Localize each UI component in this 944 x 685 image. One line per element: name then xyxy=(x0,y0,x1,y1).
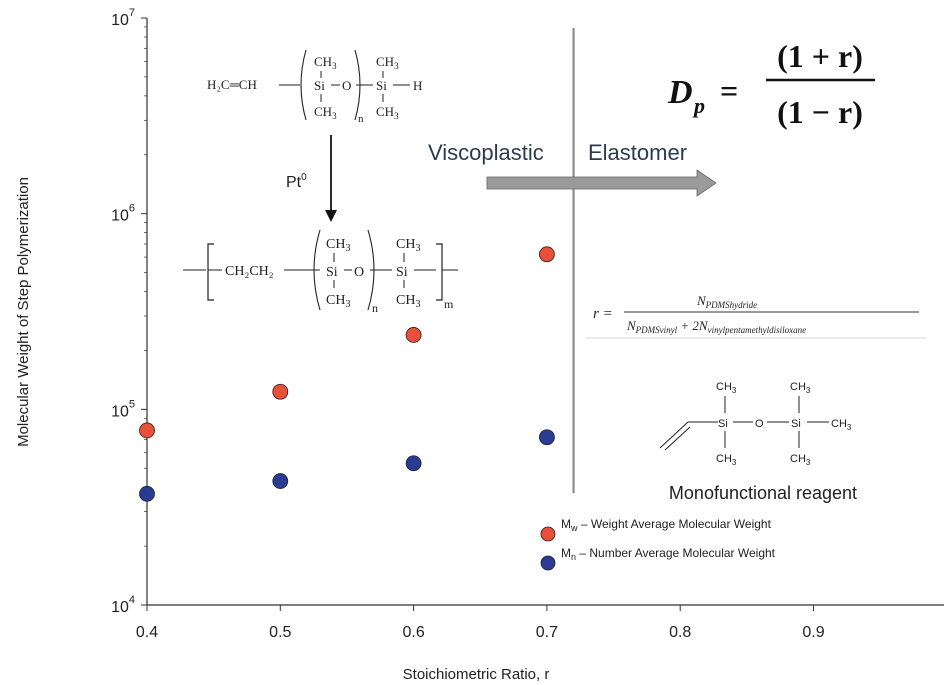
r-equation: r = NPDMShydride NPDMSvinyl + 2Nvinylpen… xyxy=(586,293,926,339)
legend-label: Mw – Weight Average Molecular Weight xyxy=(561,517,772,533)
ch3-label: CH3 xyxy=(716,453,737,467)
r-denominator: NPDMSvinyl + 2Nvinylpentamethyldisiloxan… xyxy=(626,318,806,335)
bracket-left xyxy=(207,243,214,301)
ch3-label: CH3 xyxy=(396,237,420,254)
vinyl-double-bond xyxy=(664,426,691,451)
vinyl-group-label: H₂C═CH xyxy=(207,77,257,92)
reagent-caption: Monofunctional reagent xyxy=(669,483,857,503)
bracket-right xyxy=(436,243,443,301)
legend: Mw – Weight Average Molecular Weight Mn –… xyxy=(540,517,776,571)
x-tick-label: 0.4 xyxy=(136,624,158,641)
repeat-n-label: n xyxy=(372,301,378,315)
r-den-plus: + 2N xyxy=(677,318,709,333)
ch3-label: CH3 xyxy=(326,293,350,310)
o-label: O xyxy=(354,265,364,280)
x-tick-label: 0.7 xyxy=(536,624,558,641)
x-tick-group: 0.4 0.5 0.6 0.7 0.8 0.9 xyxy=(136,605,825,641)
dp-equals: = xyxy=(720,73,738,109)
si-label: Si xyxy=(396,265,408,280)
y-tick-label: 107 xyxy=(111,7,135,29)
data-point-mn xyxy=(272,473,289,489)
data-point-mw xyxy=(539,246,555,263)
data-point-mw xyxy=(405,327,422,343)
ch3-label: CH3 xyxy=(790,381,811,395)
r-den-n1: N xyxy=(626,318,637,333)
reaction-arrow xyxy=(325,135,337,222)
y-tick-label: 106 xyxy=(111,203,135,225)
si-label: Si xyxy=(718,418,728,430)
ch3-label: CH3 xyxy=(790,453,811,467)
dp-subscript: p xyxy=(692,93,705,118)
region-label-viscoplastic: Viscoplastic xyxy=(428,140,544,165)
r-den-sub1: PDMSvinyl xyxy=(635,325,678,335)
ch3-label: CH3 xyxy=(716,381,737,395)
reaction-arrow-head xyxy=(325,210,337,222)
o-label: O xyxy=(755,418,764,430)
x-tick-label: 0.8 xyxy=(669,624,691,641)
si-label: Si xyxy=(314,78,325,93)
monofunctional-reagent-structure: Si O Si CH3 CH3 CH3 CH3 CH3 xyxy=(659,381,852,467)
r-numerator: NPDMShydride xyxy=(696,293,757,310)
vinyl-bond xyxy=(659,421,689,449)
data-point-mn xyxy=(539,429,555,446)
ch3-label: CH3 xyxy=(396,293,420,310)
y-tick-label: 105 xyxy=(111,398,135,420)
dp-denominator: (1 − r) xyxy=(777,94,863,130)
bracket-left xyxy=(300,49,307,121)
r-lhs: r = xyxy=(593,306,613,322)
y-tick-group: 104 105 106 107 xyxy=(111,7,147,616)
arrow-shape xyxy=(486,169,717,197)
o-label: O xyxy=(342,78,351,93)
x-tick-label: 0.9 xyxy=(802,624,824,641)
y-tick-label: 104 xyxy=(111,594,135,616)
catalyst-label: Pt0 xyxy=(286,172,307,191)
ch3-label: CH3 xyxy=(314,104,337,121)
x-tick-label: 0.6 xyxy=(402,624,424,641)
dp-numerator: (1 + r) xyxy=(777,38,863,74)
x-axis-title: Stoichiometric Ratio, r xyxy=(403,666,550,683)
si-label: Si xyxy=(326,265,338,280)
r-num-sub: PDMShydride xyxy=(705,300,758,310)
ch3-label: CH3 xyxy=(314,54,337,71)
y-axis-title: Molecular Weight of Step Polymerization xyxy=(15,177,32,447)
legend-label: Mn – Number Average Molecular Weight xyxy=(561,546,776,562)
pdms-monomer-structure: H₂C═CH CH3 Si O CH3 n CH3 Si H CH3 xyxy=(207,49,422,125)
data-points xyxy=(139,246,555,502)
si-label: Si xyxy=(376,78,387,93)
polymer-structure: CH₂CH₂ CH3 Si O CH3 n CH3 Si CH3 m xyxy=(183,229,458,315)
r-num-n: N xyxy=(696,293,707,308)
legend-marker xyxy=(540,526,556,542)
r-den-sub2: vinylpentamethyldisiloxane xyxy=(708,325,806,335)
data-point-mw xyxy=(272,383,289,400)
dp-lhs: D xyxy=(667,74,693,111)
repeat-n-label: n xyxy=(358,113,364,125)
h-label: H xyxy=(413,78,422,93)
legend-marker xyxy=(540,555,556,571)
transition-arrow xyxy=(486,169,717,197)
ch3-label: CH3 xyxy=(376,54,399,71)
x-tick-label: 0.5 xyxy=(269,624,291,641)
data-point-mn xyxy=(139,485,155,502)
paren-left xyxy=(313,229,321,311)
si-label: Si xyxy=(791,418,801,430)
ch3-label: CH3 xyxy=(376,104,399,121)
data-point-mw xyxy=(139,422,155,439)
repeat-m-label: m xyxy=(444,297,454,311)
ch3-label: CH3 xyxy=(326,237,350,254)
region-label-elastomer: Elastomer xyxy=(588,140,687,165)
data-point-mn xyxy=(405,455,422,472)
dp-equation: D p = (1 + r) (1 − r) xyxy=(667,38,875,130)
ch3-label: CH3 xyxy=(831,418,852,432)
ethylene-label: CH₂CH₂ xyxy=(225,264,274,279)
